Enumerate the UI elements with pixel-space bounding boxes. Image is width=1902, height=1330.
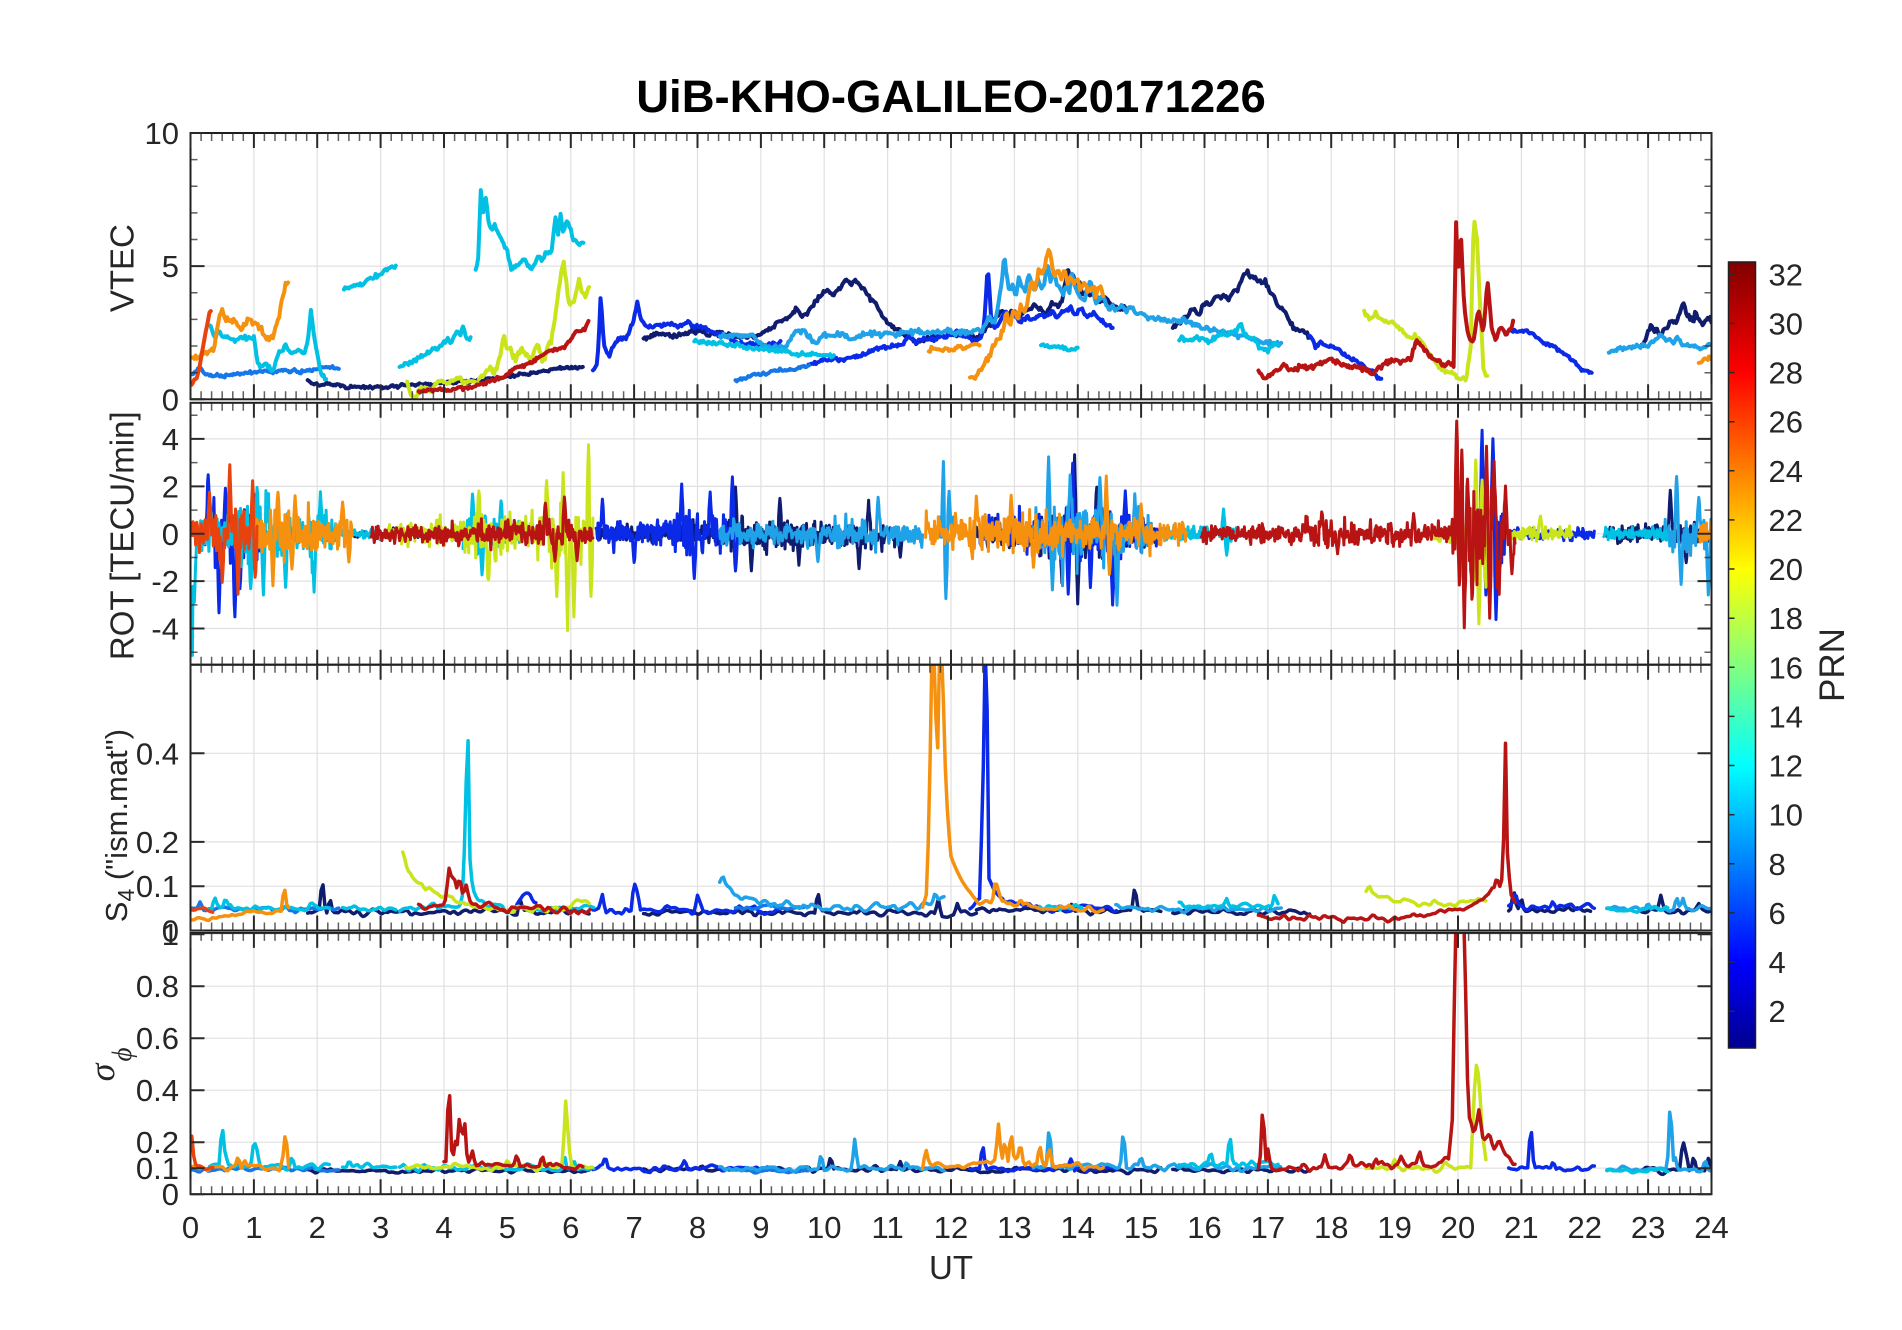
svg-text:28: 28: [1769, 356, 1803, 391]
svg-text:5: 5: [499, 1210, 516, 1245]
svg-text:0: 0: [162, 914, 179, 949]
svg-text:0.1: 0.1: [136, 869, 179, 904]
svg-text:4: 4: [1769, 945, 1786, 980]
svg-text:12: 12: [934, 1210, 968, 1245]
svg-text:10: 10: [807, 1210, 841, 1245]
svg-text:UT: UT: [929, 1249, 973, 1286]
svg-text:22: 22: [1568, 1210, 1602, 1245]
svg-text:PRN: PRN: [1813, 628, 1852, 702]
svg-text:20: 20: [1769, 552, 1803, 587]
svg-text:-2: -2: [151, 564, 179, 599]
svg-text:19: 19: [1377, 1210, 1411, 1245]
svg-text:24: 24: [1769, 454, 1803, 489]
svg-text:17: 17: [1251, 1210, 1285, 1245]
svg-text:0.6: 0.6: [136, 1021, 179, 1056]
svg-text:18: 18: [1769, 601, 1803, 636]
svg-text:6: 6: [562, 1210, 579, 1245]
svg-text:20: 20: [1441, 1210, 1475, 1245]
svg-text:32: 32: [1769, 257, 1803, 292]
svg-text:14: 14: [1061, 1210, 1095, 1245]
svg-text:22: 22: [1769, 503, 1803, 538]
svg-text:18: 18: [1314, 1210, 1348, 1245]
svg-text:3: 3: [372, 1210, 389, 1245]
svg-text:12: 12: [1769, 749, 1803, 784]
svg-text:ROT [TECU/min]: ROT [TECU/min]: [104, 411, 141, 660]
svg-text:1: 1: [162, 917, 179, 952]
svg-text:VTEC: VTEC: [103, 224, 140, 312]
svg-text:10: 10: [1769, 798, 1803, 833]
svg-text:0.4: 0.4: [136, 1073, 179, 1108]
svg-text:16: 16: [1769, 650, 1803, 685]
svg-text:2: 2: [162, 469, 179, 504]
svg-text:UiB-KHO-GALILEO-20171226: UiB-KHO-GALILEO-20171226: [636, 71, 1266, 122]
svg-text:13: 13: [997, 1210, 1031, 1245]
svg-text:8: 8: [689, 1210, 706, 1245]
svg-text:0: 0: [162, 517, 179, 552]
svg-text:0: 0: [182, 1210, 199, 1245]
svg-text:0: 0: [162, 382, 179, 417]
svg-text:6: 6: [1769, 896, 1786, 931]
svg-text:5: 5: [162, 249, 179, 284]
svg-text:15: 15: [1124, 1210, 1158, 1245]
svg-text:0: 0: [162, 1177, 179, 1212]
svg-text:7: 7: [625, 1210, 642, 1245]
svg-text:0.2: 0.2: [136, 825, 179, 860]
svg-text:ϕ: ϕ: [107, 1047, 137, 1061]
svg-text:23: 23: [1631, 1210, 1665, 1245]
svg-text:2: 2: [309, 1210, 326, 1245]
svg-text:0.8: 0.8: [136, 969, 179, 1004]
svg-text:2: 2: [1769, 994, 1786, 1029]
svg-text:1: 1: [245, 1210, 262, 1245]
svg-text:0.4: 0.4: [136, 736, 179, 771]
svg-text:8: 8: [1769, 847, 1786, 882]
svg-text:0.2: 0.2: [136, 1125, 179, 1160]
svg-text:14: 14: [1769, 699, 1803, 734]
svg-text:-4: -4: [151, 612, 179, 647]
svg-text:30: 30: [1769, 306, 1803, 341]
svg-text:11: 11: [872, 1210, 904, 1245]
svg-text:4: 4: [435, 1210, 452, 1245]
svg-text:0.1: 0.1: [136, 1151, 179, 1186]
svg-text:σ: σ: [82, 1062, 122, 1081]
svg-text:26: 26: [1769, 405, 1803, 440]
svg-text:10: 10: [145, 116, 179, 151]
svg-text:16: 16: [1187, 1210, 1221, 1245]
svg-text:24: 24: [1694, 1210, 1728, 1245]
svg-text:21: 21: [1504, 1210, 1538, 1245]
svg-text:4: 4: [162, 422, 179, 457]
svg-text:9: 9: [752, 1210, 769, 1245]
